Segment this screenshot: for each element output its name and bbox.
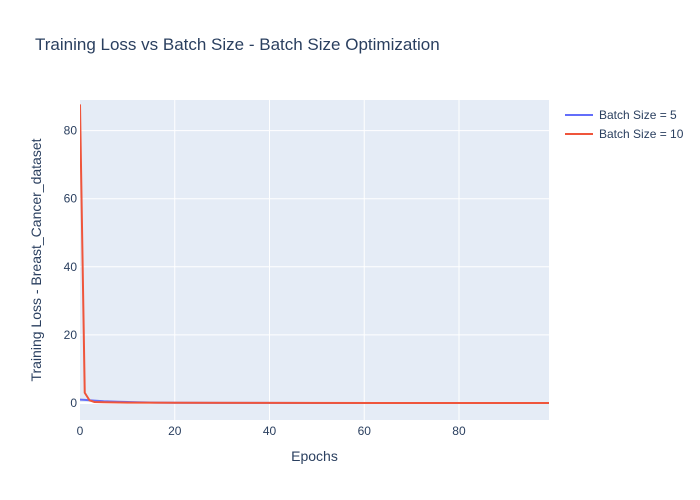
x-tick-label: 0 [77,424,84,438]
series-line-2 [80,104,549,404]
series-lines [80,104,549,404]
legend[interactable]: Batch Size = 5 Batch Size = 10 [565,108,684,141]
x-tick-label: 40 [263,424,277,438]
tick-labels: 0 20 40 60 80 0 20 40 60 80 [64,124,466,438]
x-tick-label: 20 [168,424,182,438]
chart-title: Training Loss vs Batch Size - Batch Size… [35,35,440,54]
y-tick-label: 80 [64,124,78,138]
y-tick-label: 60 [64,192,78,206]
legend-item-1[interactable]: Batch Size = 5 [565,108,677,122]
legend-label: Batch Size = 5 [599,108,677,122]
x-tick-label: 80 [452,424,466,438]
y-tick-label: 20 [64,328,78,342]
x-axis-title: Epochs [291,448,338,464]
y-axis-title: Training Loss - Breast_Cancer_dataset [28,138,44,381]
legend-label: Batch Size = 10 [599,127,684,141]
y-tick-label: 40 [64,260,78,274]
plot-background [80,100,549,420]
legend-item-2[interactable]: Batch Size = 10 [565,127,684,141]
y-tick-label: 0 [70,396,77,410]
x-tick-label: 60 [358,424,372,438]
